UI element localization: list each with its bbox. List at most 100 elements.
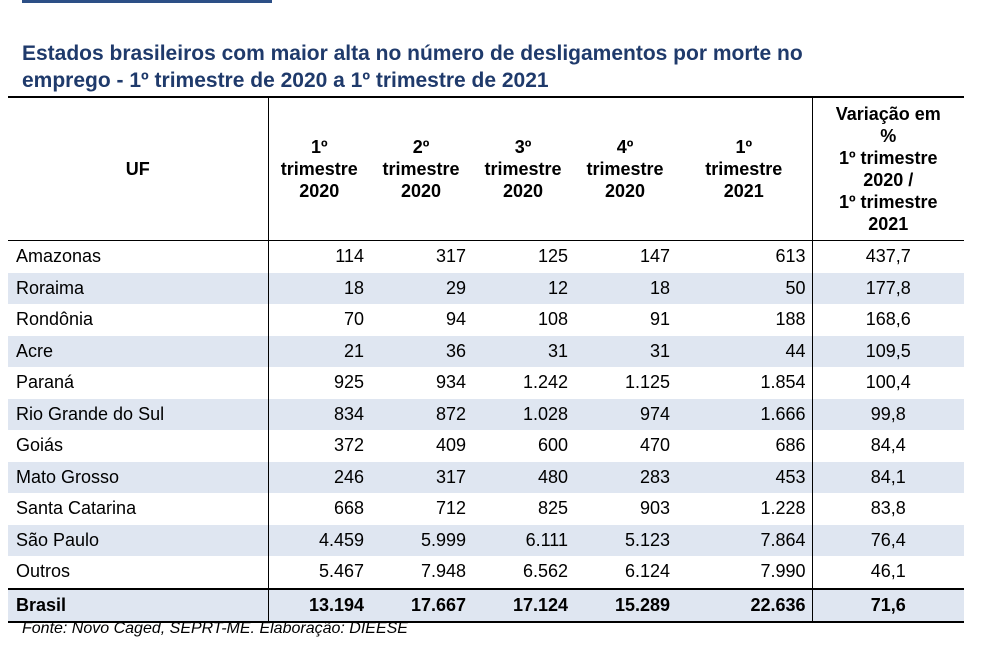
- cell-q2-2020: 934: [435, 372, 466, 393]
- cell-q3-2020: 12: [472, 272, 574, 304]
- header-q2-2020: 2º trimestre 2020: [370, 96, 472, 241]
- cell-total-q3-2020: 17.124: [472, 587, 574, 623]
- table-row: São Paulo 4.459 5.999 6.111 5.123 7.864 …: [8, 524, 964, 556]
- cell-q4-2020: 6.124: [624, 561, 670, 582]
- cell-q3-2020: 31: [472, 335, 574, 367]
- top-accent-rule: [22, 0, 272, 3]
- cell-q3-2020: 125: [537, 246, 568, 267]
- cell-q1-2020: 70: [343, 309, 364, 330]
- header-q3-2020: 3º trimestre 2020: [472, 96, 574, 241]
- cell-uf: São Paulo: [8, 524, 269, 556]
- cell-total-q1-2021: 22.636: [676, 587, 813, 623]
- cell-q1-2020: 5.467: [318, 561, 364, 582]
- table-row: Rio Grande do Sul 834 872 1.028 974 1.66…: [8, 398, 964, 430]
- cell-q2-2020: 36: [370, 335, 472, 367]
- cell-uf: Goiás: [8, 430, 269, 462]
- cell-q1-2020: 18: [268, 272, 370, 304]
- cell-q1-2021: 44: [676, 335, 813, 367]
- header-uf: UF: [8, 96, 269, 241]
- cell-total-q1-2020: 13.194: [268, 587, 370, 623]
- cell-q1-2021: 453: [676, 461, 813, 493]
- cell-uf: Paraná: [8, 367, 269, 399]
- cell-q2-2020: 317: [435, 246, 466, 267]
- title-line-2: emprego - 1º trimestre de 2020 a 1º trim…: [22, 69, 549, 92]
- cell-q1-2021: 1.666: [676, 398, 813, 430]
- cell-q1-2020: 246: [268, 461, 370, 493]
- cell-q1-2020: 834: [268, 398, 370, 430]
- cell-q4-2020: 18: [574, 272, 676, 304]
- cell-q3-2020: 1.028: [472, 398, 574, 430]
- cell-q1-2021: 7.864: [676, 524, 813, 556]
- cell-q2-2020: 712: [435, 498, 466, 519]
- table-row: Santa Catarina 668 712 825 903 1.228 83,…: [8, 493, 964, 525]
- cell-q1-2021: 613: [676, 240, 813, 273]
- cell-q4-2020: 5.123: [574, 524, 676, 556]
- cell-uf: Acre: [8, 335, 269, 367]
- cell-q1-2020: 925: [333, 372, 364, 393]
- table-title: Estados brasileiros com maior alta no nú…: [22, 40, 972, 94]
- title-line-1: Estados brasileiros com maior alta no nú…: [22, 42, 803, 65]
- table-row: Rondônia 70 94 108 91 188 168,6: [8, 304, 964, 336]
- cell-q3-2020: 108: [537, 309, 568, 330]
- cell-q1-2021: 686: [676, 430, 813, 462]
- cell-q2-2020: 5.999: [370, 524, 472, 556]
- cell-q1-2021: 1.854: [676, 367, 813, 399]
- cell-q4-2020: 31: [574, 335, 676, 367]
- cell-q4-2020: 903: [639, 498, 670, 519]
- cell-q1-2020: 4.459: [268, 524, 370, 556]
- cell-uf: Rio Grande do Sul: [8, 398, 269, 430]
- table-row: Paraná 925 934 1.242 1.125 1.854 100,4: [8, 367, 964, 399]
- cell-q1-2020: 21: [268, 335, 370, 367]
- cell-variation: 100,4: [865, 372, 911, 393]
- cell-q4-2020: 147: [639, 246, 670, 267]
- cell-total-uf: Brasil: [8, 587, 269, 623]
- cell-q2-2020: 7.948: [420, 561, 466, 582]
- cell-q2-2020: 94: [445, 309, 466, 330]
- cell-q4-2020: 1.125: [624, 372, 670, 393]
- cell-uf: Mato Grosso: [8, 461, 269, 493]
- cell-uf: Rondônia: [8, 304, 269, 336]
- data-table: UF 1º trimestre 2020 2º trimestre 2020 3º tri…: [8, 96, 964, 623]
- cell-variation: 177,8: [812, 272, 964, 304]
- cell-q4-2020: 283: [574, 461, 676, 493]
- cell-q3-2020: 6.111: [472, 524, 574, 556]
- total-row: Brasil 13.194 17.667 17.124 15.289 22.63…: [8, 587, 964, 623]
- cell-variation: 84,4: [870, 435, 906, 456]
- cell-q3-2020: 1.242: [522, 372, 568, 393]
- cell-variation: 76,4: [812, 524, 964, 556]
- cell-q1-2021: 188: [676, 304, 813, 336]
- table-row: Outros 5.467 7.948 6.562 6.124 7.990 46,…: [8, 556, 964, 589]
- cell-variation: 99,8: [812, 398, 964, 430]
- cell-q3-2020: 6.562: [522, 561, 568, 582]
- table-row: Acre 21 36 31 31 44 109,5: [8, 335, 964, 367]
- cell-q2-2020: 872: [370, 398, 472, 430]
- cell-q1-2020: 114: [335, 246, 364, 267]
- cell-q2-2020: 29: [370, 272, 472, 304]
- cell-total-q2-2020: 17.667: [370, 587, 472, 623]
- cell-q3-2020: 825: [537, 498, 568, 519]
- cell-uf: Amazonas: [8, 240, 269, 273]
- cell-q2-2020: 409: [435, 435, 466, 456]
- cell-q3-2020: 480: [472, 461, 574, 493]
- cell-q1-2020: 668: [333, 498, 364, 519]
- cell-q1-2021: 1.228: [676, 493, 813, 525]
- cell-q4-2020: 974: [574, 398, 676, 430]
- header-row: UF 1º trimestre 2020 2º trimestre 2020 3º tri…: [8, 96, 964, 241]
- header-q1-2021: 1º trimestre 2021: [676, 96, 813, 241]
- source-note: Fonte: Novo Caged, SEPRT-ME. Elaboração:…: [22, 620, 408, 637]
- cell-total-q4-2020: 15.289: [574, 587, 676, 623]
- header-variation: Variação em% 1º trimestre 2020 /1º trimes…: [812, 96, 964, 241]
- header-q1-2020: 1º trimestre 2020: [268, 96, 370, 241]
- cell-variation: 83,8: [870, 498, 906, 519]
- cell-q1-2020: 372: [333, 435, 364, 456]
- cell-q1-2021: 7.990: [676, 556, 813, 589]
- cell-uf: Outros: [8, 556, 269, 589]
- table-row: Goiás 372 409 600 470 686 84,4: [8, 430, 964, 462]
- cell-total-variation: 71,6: [812, 587, 964, 623]
- cell-q4-2020: 470: [639, 435, 670, 456]
- cell-uf: Santa Catarina: [8, 493, 269, 525]
- table-row: Amazonas 114 317 125 147 613 437,7: [8, 240, 964, 273]
- cell-variation: 437,7: [865, 246, 911, 267]
- table-row: Mato Grosso 246 317 480 283 453 84,1: [8, 461, 964, 493]
- cell-variation: 84,1: [812, 461, 964, 493]
